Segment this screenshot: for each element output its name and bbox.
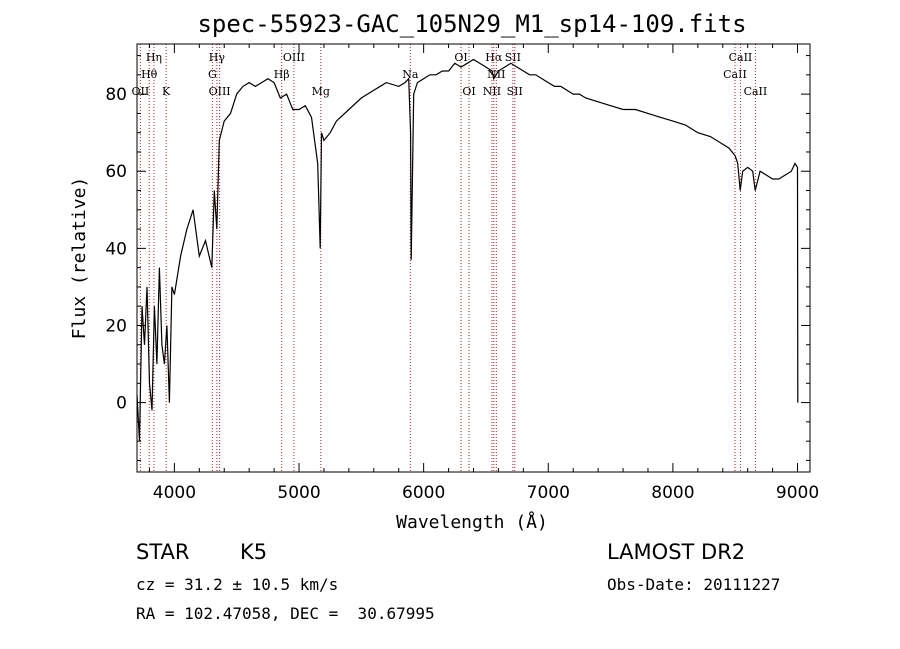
line-marker-label: OII [132,85,150,98]
line-marker-label: NII [483,85,501,98]
line-marker-label: Hθ [141,68,158,81]
y-axis: 0 20 40 60 80 [105,55,810,461]
line-marker-label: OI [462,85,475,98]
survey-name: LAMOST DR2 [607,540,746,564]
object-class: STAR [136,540,190,564]
line-markers: OIIHθHηKHγGOIIIHβOIIIMgNaOIOIHαNIINIISII… [132,44,768,472]
line-marker-label: Hα [485,51,503,64]
x-tick-label: 8000 [651,483,694,503]
line-marker-label: K [162,85,171,98]
line-marker-label: OI [454,51,467,64]
y-tick-label: 80 [105,85,127,105]
line-marker-label: SII [507,85,523,98]
line-marker-label: CaII [729,51,753,64]
x-tick-label: 5000 [277,483,320,503]
chart-title: spec-55923-GAC_105N29_M1_sp14-109.fits [197,10,746,38]
y-tick-label: 60 [105,162,127,182]
line-marker-label: OIII [209,85,231,98]
x-axis-label: Wavelength (Å) [396,511,548,533]
x-tick-label: 9000 [776,483,819,503]
line-marker-label: Hη [146,51,162,64]
x-tick-label: 6000 [402,483,445,503]
line-marker-label: Hβ [274,68,290,81]
x-axis: 4000 5000 6000 7000 8000 9000 [148,44,819,503]
y-tick-label: 20 [105,316,127,336]
line-marker-label: Hγ [209,51,226,64]
plot-frame [136,43,811,473]
line-marker-label: CaII [723,68,747,81]
y-tick-label: 40 [105,239,127,259]
line-marker-label: CaII [744,85,768,98]
x-tick-label: 7000 [527,483,570,503]
y-tick-label: 0 [116,394,127,414]
y-axis-label: Flux (relative) [69,177,90,340]
line-marker-label: SII [505,51,521,64]
line-marker-label: Mg [312,85,330,98]
spectrum-line [136,58,799,442]
line-marker-label: OIII [283,51,305,64]
ra-dec: RA = 102.47058, DEC = 30.67995 [136,604,435,623]
redshift-cz: cz = 31.2 ± 10.5 km/s [136,575,339,594]
line-marker-label: G [208,68,217,81]
x-tick-label: 4000 [153,483,196,503]
obs-date: Obs-Date: 20111227 [607,575,781,594]
line-marker-label: Na [402,68,419,81]
object-subclass: K5 [240,540,268,564]
